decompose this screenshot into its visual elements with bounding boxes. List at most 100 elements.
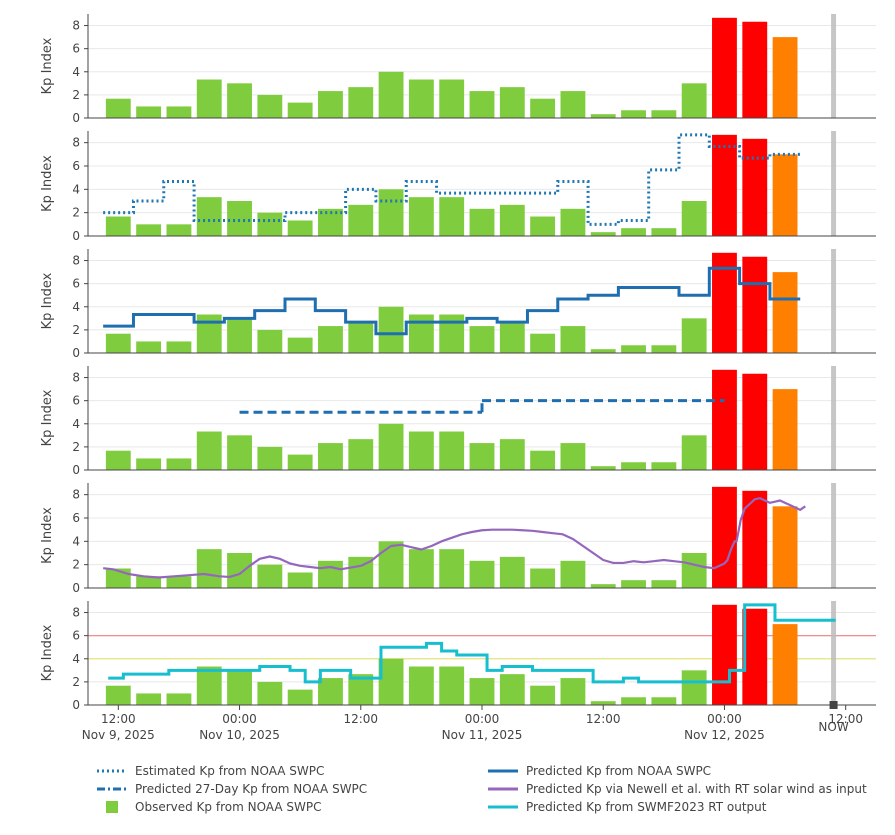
observed-bar (590, 349, 616, 353)
legend-swatch (97, 769, 127, 773)
observed-bar (651, 462, 677, 470)
observed-bar (196, 197, 222, 236)
observed-bar (772, 506, 798, 588)
observed-bar (772, 37, 798, 118)
legend-item[interactable]: Predicted Kp from SWMF2023 RT output (488, 798, 766, 816)
y-tick-label: 0 (72, 346, 80, 360)
y-tick-label: 6 (72, 394, 80, 408)
x-tick-time: 00:00 (707, 712, 742, 726)
y-tick-label: 4 (72, 652, 80, 666)
observed-bar (378, 306, 404, 353)
observed-bar (469, 326, 495, 353)
observed-bar (439, 79, 465, 118)
observed-bar (196, 549, 222, 588)
observed-bar (105, 98, 131, 118)
y-tick-label: 2 (72, 440, 80, 454)
panel-5: Kp Index (40, 483, 876, 589)
y-tick-label: 4 (72, 417, 80, 431)
observed-bar (408, 549, 434, 588)
observed-bar (439, 549, 465, 588)
y-axis-label: Kp Index (40, 272, 55, 329)
panel-1: Kp Index (40, 14, 876, 119)
observed-bar (257, 564, 283, 588)
observed-bar (257, 212, 283, 236)
observed-bar (136, 341, 162, 353)
predicted-swpc-line (103, 266, 801, 336)
observed-bar (439, 431, 465, 470)
observed-bar (196, 314, 222, 353)
observed-bar (439, 197, 465, 236)
observed-bar (712, 369, 737, 470)
observed-bar (772, 624, 798, 705)
observed-bar (530, 685, 556, 705)
y-tick-label: 6 (72, 629, 80, 643)
observed-bar (530, 568, 556, 588)
observed-bar (651, 228, 677, 236)
legend-swatch (488, 787, 518, 791)
observed-bar (590, 701, 616, 705)
observed-bar (105, 685, 131, 705)
observed-bar (348, 87, 374, 118)
observed-bar (166, 458, 192, 470)
observed-bar (166, 693, 192, 705)
observed-bar (651, 697, 677, 705)
y-axis-label: Kp Index (40, 37, 55, 94)
y-tick-label: 0 (72, 581, 80, 595)
legend-swatch (106, 801, 118, 813)
observed-bar (136, 106, 162, 118)
observed-bar (287, 220, 313, 236)
y-tick-label: 4 (72, 300, 80, 314)
observed-bar (530, 450, 556, 470)
legend-item[interactable]: Observed Kp from NOAA SWPC (97, 798, 321, 816)
observed-bar (318, 326, 343, 353)
x-tick-time: 12:00 (101, 712, 136, 726)
observed-bar (105, 333, 131, 353)
x-tick-time: 12:00 (828, 712, 863, 726)
observed-bar (469, 208, 495, 236)
observed-bar (348, 204, 374, 236)
observed-bar (318, 443, 343, 470)
legend-label: Predicted Kp from SWMF2023 RT output (526, 800, 767, 814)
legend-item[interactable]: Predicted Kp from NOAA SWPC (488, 762, 711, 780)
y-axis-label: Kp Index (40, 507, 55, 564)
observed-bar (560, 326, 586, 353)
observed-bar (590, 466, 616, 470)
observed-bar (742, 608, 768, 705)
legend-item[interactable]: Estimated Kp from NOAA SWPC (97, 762, 324, 780)
observed-bar (530, 98, 556, 118)
observed-bar (166, 224, 192, 236)
observed-bar (499, 322, 525, 353)
observed-bar (378, 189, 404, 236)
observed-bar (227, 83, 252, 118)
observed-bar (166, 341, 192, 353)
now-marker (829, 701, 838, 709)
now-label: NOW (818, 720, 848, 734)
y-tick-label: 6 (72, 511, 80, 525)
observed-bar (621, 228, 646, 236)
panel-2: Kp Index (40, 131, 876, 237)
observed-bar (499, 204, 525, 236)
observed-bar (105, 450, 131, 470)
observed-bar (530, 333, 556, 353)
legend-item[interactable]: Predicted 27-Day Kp from NOAA SWPC (97, 780, 367, 798)
y-tick-label: 8 (72, 19, 80, 33)
y-tick-label: 2 (72, 675, 80, 689)
y-tick-label: 8 (72, 488, 80, 502)
observed-bar (257, 329, 283, 353)
legend-item[interactable]: Predicted Kp via Newell et al. with RT s… (488, 780, 867, 798)
observed-bar (742, 21, 768, 119)
observed-bar (712, 17, 737, 119)
observed-bar (408, 79, 434, 118)
legend-swatch-square (106, 801, 118, 813)
observed-bar (318, 560, 343, 588)
observed-bar (621, 462, 646, 470)
y-axis-label: Kp Index (40, 155, 55, 212)
observed-bar (681, 670, 707, 705)
predicted-newell-line (103, 497, 806, 579)
observed-bar (439, 666, 465, 705)
observed-bar (742, 373, 768, 470)
observed-bar (560, 678, 586, 705)
y-tick-label: 2 (72, 558, 80, 572)
